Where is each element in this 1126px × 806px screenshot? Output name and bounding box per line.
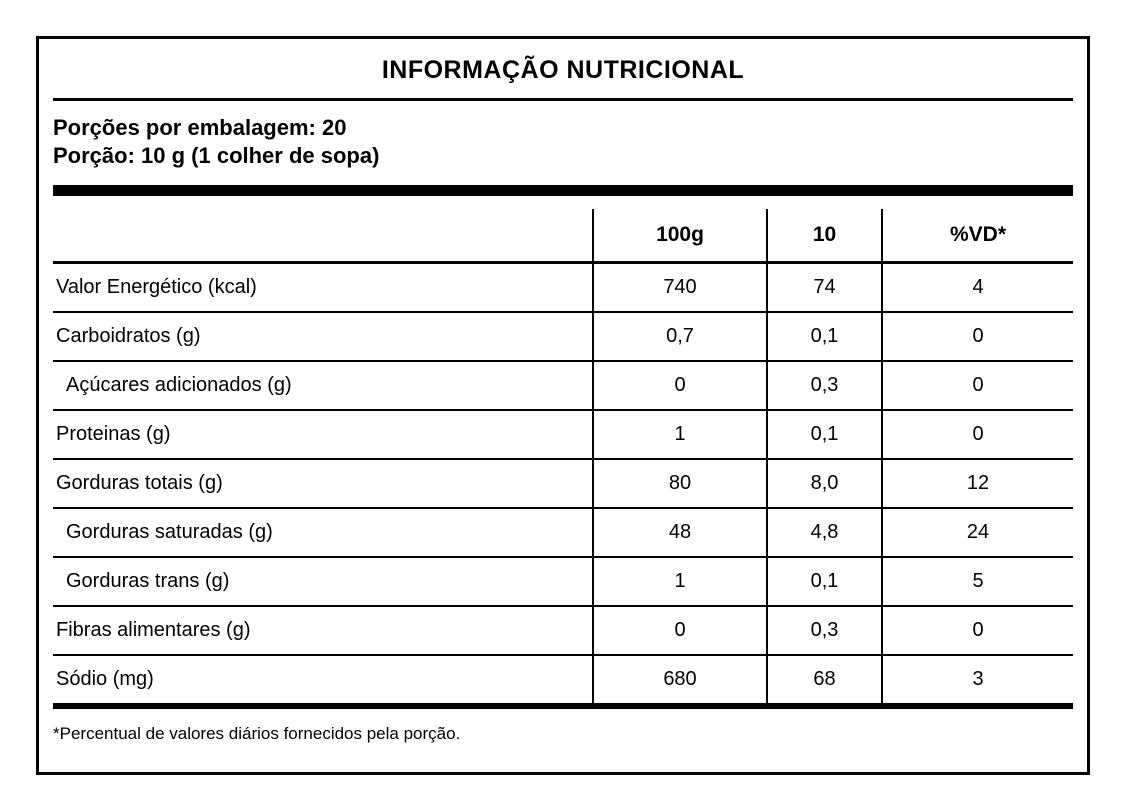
table-row-sodium: Sódio (mg) 680 68 3 [53,655,1073,709]
table-row-trans-fat: Gorduras trans (g) 1 0,1 5 [53,557,1073,607]
title-divider [53,98,1073,101]
row-label: Gorduras saturadas (g) [53,508,593,558]
table-row-added-sugars: Açúcares adicionados (g) 0 0,3 0 [53,361,1073,411]
value-100g: 48 [592,508,767,558]
row-label: Açúcares adicionados (g) [53,361,593,411]
value-percent-dv: 24 [881,508,1073,558]
value-100g: 0 [592,361,767,411]
table-row-protein: Proteinas (g) 1 0,1 0 [53,410,1073,460]
value-percent-dv: 3 [881,655,1073,709]
row-label: Gorduras trans (g) [53,557,593,607]
row-label: Valor Energético (kcal) [53,262,593,313]
value-portion: 0,1 [766,410,882,460]
value-percent-dv: 0 [881,606,1073,656]
daily-value-footnote: *Percentual de valores diários fornecido… [53,724,461,743]
value-percent-dv: 5 [881,557,1073,607]
column-header-percent-dv: %VD* [881,209,1073,264]
nutrition-label: INFORMAÇÃO NUTRICIONAL Porções por embal… [36,36,1090,775]
value-portion: 0,3 [766,606,882,656]
value-portion: 0,1 [766,557,882,607]
column-header-portion: 10 [766,209,882,264]
label-title: INFORMAÇÃO NUTRICIONAL [381,56,745,84]
value-portion: 68 [766,655,882,709]
table-row-carbs: Carboidratos (g) 0,7 0,1 0 [53,312,1073,362]
row-label: Fibras alimentares (g) [53,606,593,656]
portion-info: Porções por embalagem: 20 Porção: 10 g (… [53,114,1073,170]
portion-size-text: Porção: 10 g (1 colher de sopa) [53,143,380,168]
value-percent-dv: 0 [881,410,1073,460]
value-portion: 0,3 [766,361,882,411]
value-portion: 8,0 [766,459,882,509]
nutrition-table: 100g 10 %VD* Valor Energético (kcal) 740… [53,209,1073,709]
value-portion: 74 [766,262,882,313]
table-row-saturated-fat: Gorduras saturadas (g) 48 4,8 24 [53,508,1073,558]
servings-per-package-text: Porções por embalagem: 20 [53,115,347,140]
column-header-100g: 100g [592,209,767,264]
value-portion: 4,8 [766,508,882,558]
value-100g: 680 [592,655,767,709]
value-percent-dv: 4 [881,262,1073,313]
table-row-fiber: Fibras alimentares (g) 0 0,3 0 [53,606,1073,656]
value-100g: 740 [592,262,767,313]
value-percent-dv: 0 [881,361,1073,411]
value-100g: 1 [592,410,767,460]
value-100g: 0 [592,606,767,656]
row-label: Gorduras totais (g) [53,459,593,509]
table-row-energy: Valor Energético (kcal) 740 74 4 [53,262,1073,313]
row-label: Proteinas (g) [53,410,593,460]
value-100g: 80 [592,459,767,509]
value-percent-dv: 12 [881,459,1073,509]
row-label: Carboidratos (g) [53,312,593,362]
value-100g: 1 [592,557,767,607]
row-label: Sódio (mg) [53,655,593,709]
value-100g: 0,7 [592,312,767,362]
value-percent-dv: 0 [881,312,1073,362]
column-header-empty [53,209,593,264]
table-header-row: 100g 10 %VD* [53,209,1073,264]
section-divider-bar [53,185,1073,196]
value-portion: 0,1 [766,312,882,362]
table-row-total-fat: Gorduras totais (g) 80 8,0 12 [53,459,1073,509]
